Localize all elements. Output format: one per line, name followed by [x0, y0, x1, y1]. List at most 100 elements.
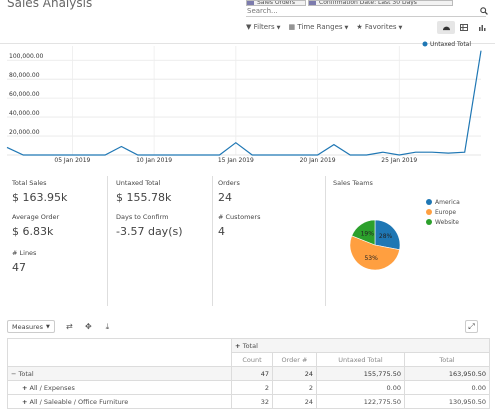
- plus-icon: +: [235, 341, 243, 350]
- measure-header-count[interactable]: Count: [231, 352, 273, 367]
- favorites-dropdown[interactable]: ★ Favorites ▼: [356, 23, 403, 31]
- expand-all-icon[interactable]: ✥: [85, 322, 92, 331]
- pivot-row-header[interactable]: + All / Expenses: [7, 380, 232, 395]
- kpi-untaxed-total[interactable]: Untaxed Total $ 155.78k: [116, 179, 172, 204]
- pivot-corner: [7, 352, 232, 367]
- x-tick-label: 20 Jan 2019: [300, 157, 336, 164]
- series-line-untaxed-total: [6, 50, 482, 156]
- measures-dropdown[interactable]: Measures ▼: [7, 320, 55, 333]
- legend-item-america[interactable]: America: [426, 197, 460, 207]
- table-cell: 24: [272, 366, 317, 381]
- legend-swatch: [426, 199, 432, 205]
- measure-header-total[interactable]: Total: [403, 352, 491, 367]
- x-tick-label: 15 Jan 2019: [218, 157, 254, 164]
- search-facet[interactable]: Sales Orders: [246, 0, 306, 6]
- flip-axis-icon[interactable]: ⇄: [66, 322, 73, 331]
- table-cell: 122,775.50: [316, 394, 405, 409]
- dashboard-icon: [442, 26, 450, 31]
- fullscreen-button[interactable]: ⤢: [465, 320, 478, 333]
- pivot-row-header[interactable]: − Total: [7, 366, 232, 381]
- filter-tag-icon: [247, 1, 254, 5]
- divider: [107, 176, 108, 306]
- view-switcher: [437, 21, 491, 34]
- pie-slice-label: 19%: [361, 231, 375, 238]
- dashboard-view-button[interactable]: [437, 21, 455, 34]
- plus-icon: +: [22, 383, 28, 392]
- table-cell: 155,775.50: [316, 366, 405, 381]
- kpi-lines[interactable]: # Lines 47: [12, 249, 37, 274]
- filter-icon: ▼: [246, 23, 252, 31]
- pie-slice-europe[interactable]: [349, 235, 400, 271]
- caret-down-icon: ▼: [398, 25, 403, 31]
- untaxed-total-line-chart: 20,000.00 40,000.00 60,000.00 80,000.00 100,…: [6, 41, 482, 164]
- legend-label: Untaxed Total: [430, 41, 471, 48]
- filters-dropdown[interactable]: ▼ Filters ▼: [246, 23, 281, 31]
- table-cell: 0.00: [316, 380, 405, 395]
- time-ranges-dropdown[interactable]: ▦ Time Ranges ▼: [288, 23, 349, 31]
- kpi-orders[interactable]: Orders 24: [218, 179, 240, 204]
- y-tick-label: 60,000.00: [9, 91, 40, 98]
- calendar-icon: ▦: [288, 23, 296, 31]
- table-cell: 2: [272, 380, 317, 395]
- kpi-average-order[interactable]: Average Order $ 6.83k: [12, 213, 60, 238]
- kpi-total-sales[interactable]: Total Sales $ 163.95k: [12, 179, 68, 204]
- measure-header-untaxed-total[interactable]: Untaxed Total: [316, 352, 405, 367]
- table-row: + All / Saleable / Office Furniture 32 2…: [7, 394, 491, 409]
- table-row: + All / Expenses 2 2 0.00 0.00: [7, 380, 491, 395]
- pie-slice-website[interactable]: [351, 219, 376, 246]
- x-tick-label: 05 Jan 2019: [54, 157, 90, 164]
- plus-icon: +: [22, 397, 28, 406]
- legend-swatch: [422, 41, 428, 47]
- x-tick-label: 25 Jan 2019: [381, 157, 417, 164]
- y-tick-label: 80,000.00: [9, 72, 40, 79]
- sales-teams-title: Sales Teams: [333, 179, 373, 187]
- graph-view-button[interactable]: [473, 21, 491, 34]
- legend-swatch: [426, 219, 432, 225]
- pivot-column-header[interactable]: + Total: [230, 338, 491, 353]
- table-cell: 0.00: [403, 380, 491, 395]
- divider: [325, 176, 326, 306]
- y-tick-label: 100,000.00: [9, 53, 44, 60]
- measure-header-order-count[interactable]: Order #: [272, 352, 317, 367]
- filter-tag-icon: [309, 1, 316, 5]
- y-tick-label: 20,000.00: [9, 129, 40, 136]
- table-cell: 130,950.50: [403, 394, 491, 409]
- table-cell: 163,950.50: [403, 366, 491, 381]
- table-cell: 32: [231, 394, 273, 409]
- pivot-toolbar: Measures ▼ ⇄ ✥ ⤓: [7, 320, 112, 333]
- search-facet[interactable]: Confirmation Date: Last 30 Days: [308, 0, 453, 6]
- pie-slice-america[interactable]: [374, 219, 401, 251]
- kpi-customers[interactable]: # Customers 4: [218, 213, 261, 238]
- star-icon: ★: [356, 23, 363, 31]
- caret-down-icon: ▼: [344, 25, 349, 31]
- table-cell: 24: [272, 394, 317, 409]
- control-panel: Sales Analysis Sales Orders Confirmation…: [0, 0, 495, 44]
- pie-slice-label: 28%: [379, 233, 393, 240]
- sales-teams-pie-chart: 28% 53% 19%: [349, 219, 401, 271]
- pie-slice-label: 53%: [364, 255, 378, 262]
- caret-down-icon: ▼: [46, 323, 50, 330]
- legend-item-website[interactable]: Website: [426, 217, 460, 227]
- legend-swatch: [426, 209, 432, 215]
- download-icon[interactable]: ⤓: [105, 321, 110, 331]
- pie-legend: America Europe Website: [426, 197, 460, 227]
- filter-row: ▼ Filters ▼ ▦ Time Ranges ▼ ★ Favorites ▼: [246, 23, 402, 31]
- search-input[interactable]: [246, 6, 486, 17]
- bar-chart-icon: [479, 25, 486, 31]
- pivot-view-button[interactable]: [455, 21, 473, 34]
- caret-down-icon: ▼: [276, 25, 281, 31]
- table-cell: 47: [231, 366, 273, 381]
- pivot-corner: [7, 338, 232, 353]
- legend-item-europe[interactable]: Europe: [426, 207, 460, 217]
- pivot-table: + Total Count Order # Untaxed Total Tota…: [7, 338, 491, 409]
- search-facets: Sales Orders Confirmation Date: Last 30 …: [246, 0, 453, 6]
- expand-icon: ⤢: [468, 321, 475, 331]
- minus-icon: −: [11, 369, 17, 378]
- table-row: − Total 47 24 155,775.50 163,950.50: [7, 366, 491, 381]
- y-tick-label: 40,000.00: [9, 110, 40, 117]
- pivot-row-header[interactable]: + All / Saleable / Office Furniture: [7, 394, 232, 409]
- pivot-icon: [460, 24, 468, 31]
- page-title: Sales Analysis: [7, 0, 93, 10]
- search-icon[interactable]: [480, 7, 488, 15]
- kpi-days-to-confirm[interactable]: Days to Confirm -3.57 day(s): [116, 213, 183, 238]
